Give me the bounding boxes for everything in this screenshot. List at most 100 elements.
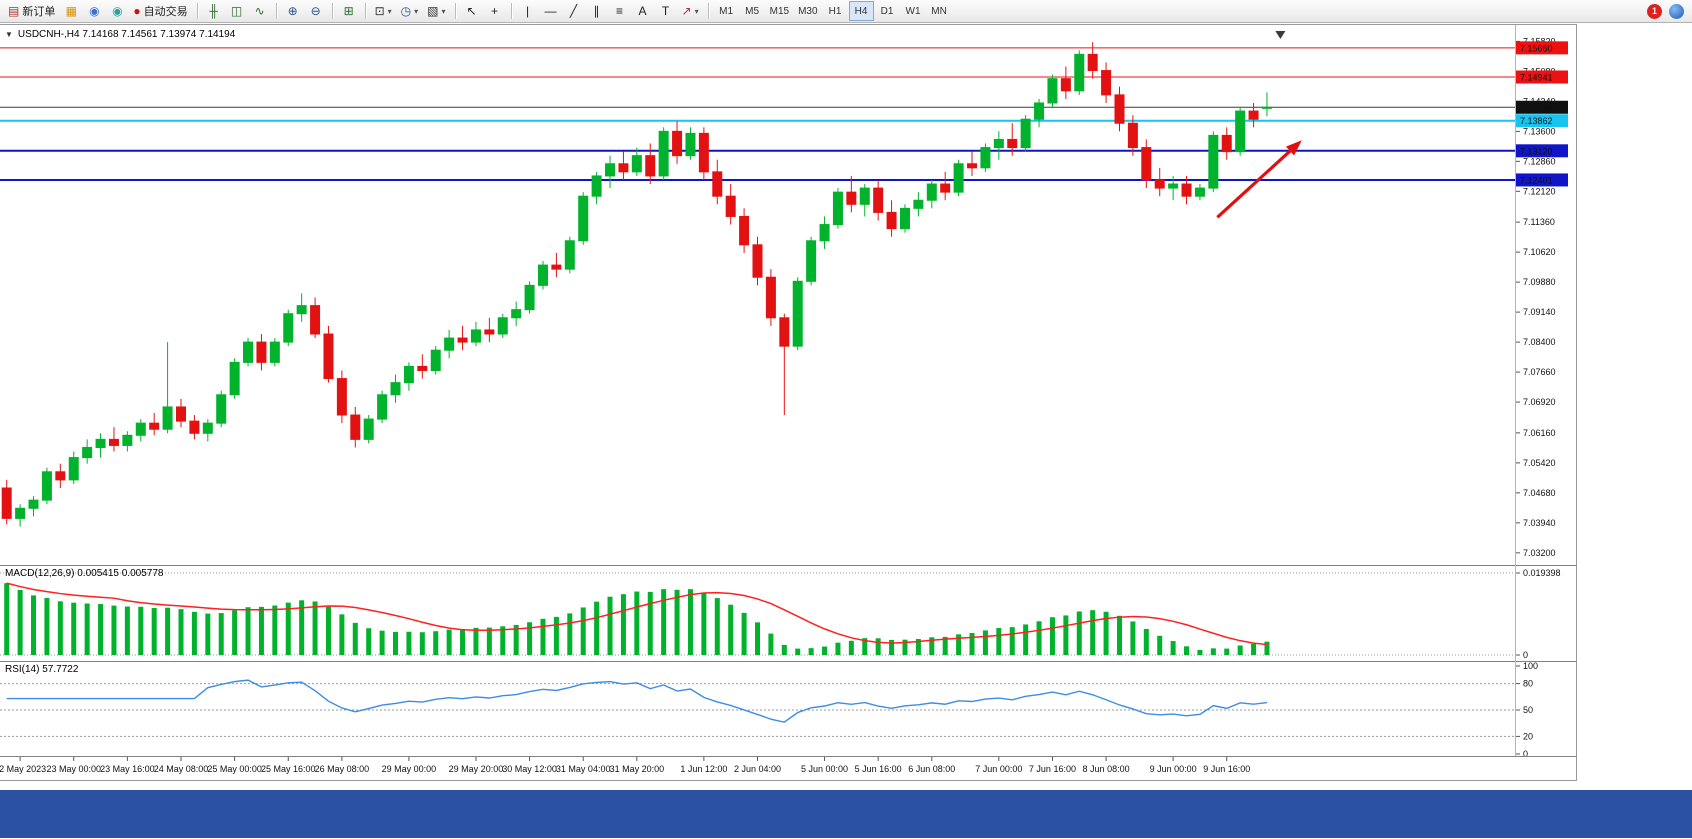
candle-body <box>765 276 776 319</box>
dropdown-arrow-icon[interactable]: ▾ <box>694 6 699 16</box>
candle-body <box>1127 122 1138 149</box>
timeframe-w1-button[interactable]: W1 <box>901 1 926 21</box>
cursor-button[interactable]: ↖ <box>461 1 483 21</box>
candle-body <box>1087 53 1098 72</box>
horizontal-line-button[interactable]: — <box>540 1 562 21</box>
macd-bar <box>1090 610 1096 655</box>
new-chart-button[interactable]: ⊡ ▾ <box>371 1 396 21</box>
dropdown-arrow-icon[interactable]: ▾ <box>441 6 446 16</box>
candle-body <box>1208 134 1219 189</box>
time-tick-label: 23 May 00:00 <box>46 764 101 774</box>
arrowhead-icon <box>1285 140 1302 156</box>
support-button[interactable]: ◉ <box>106 1 128 21</box>
time-tick-label: 22 May 2023 <box>0 764 46 774</box>
fibonacci-button[interactable]: ≡ <box>609 1 631 21</box>
candlestick-chart-button[interactable]: ◫ <box>226 1 248 21</box>
zoom-in-button[interactable]: ⊕ <box>282 1 304 21</box>
macd-bar <box>661 589 667 655</box>
candle-body <box>685 132 696 157</box>
headset-icon: ◉ <box>112 4 123 18</box>
candlestick-series <box>1 42 1272 527</box>
price-badge-label: 7.14941 <box>1520 72 1553 82</box>
macd-panel: 0.019398 0 <box>0 568 1561 660</box>
macd-signal-line <box>6 582 1268 646</box>
candle-body <box>444 337 455 351</box>
candle-body <box>819 224 830 242</box>
macd-bar <box>969 632 975 655</box>
trend-arrow-annotation[interactable] <box>1216 140 1302 219</box>
candle-body <box>953 163 964 193</box>
candle-body <box>1114 94 1125 124</box>
dropdown-arrow-icon[interactable]: ▾ <box>414 6 419 16</box>
text-button[interactable]: A <box>632 1 654 21</box>
chart-canvas[interactable]: 7.158207.150807.143407.136007.128607.121… <box>0 25 1577 780</box>
chart-window: 7.158207.150807.143407.136007.128607.121… <box>0 24 1577 781</box>
vertical-line-icon: | <box>525 4 530 18</box>
horizontal-lines[interactable] <box>0 47 1515 181</box>
macd-bar <box>942 636 948 655</box>
candle-body <box>537 264 548 286</box>
chart-shift-marker-icon[interactable] <box>1275 31 1286 39</box>
crosshair-button[interactable]: + <box>484 1 506 21</box>
candle-body <box>658 130 669 177</box>
auto-trading-button[interactable]: ● 自动交易 <box>129 1 191 21</box>
zoom-out-icon: ⊖ <box>310 4 321 18</box>
time-tick-label: 29 May 00:00 <box>382 764 437 774</box>
macd-bar <box>31 595 37 655</box>
panel-separators[interactable] <box>0 25 1577 757</box>
macd-bar <box>956 634 962 655</box>
notification-badge[interactable]: 1 <box>1647 3 1662 19</box>
timeframe-m30-button[interactable]: M30 <box>794 1 821 21</box>
market-grid-icon: ▦ <box>65 4 78 18</box>
collapse-chart-icon[interactable]: ▼ <box>5 30 13 39</box>
dropdown-arrow-icon[interactable]: ▾ <box>387 6 392 16</box>
candle-body <box>913 199 924 209</box>
time-tick-label: 23 May 16:00 <box>100 764 155 774</box>
price-tick-label: 7.12120 <box>1523 186 1556 196</box>
time-tick-label: 25 May 00:00 <box>207 764 262 774</box>
timeframe-h4-button[interactable]: H4 <box>848 1 874 21</box>
macd-bar <box>862 638 868 655</box>
trendline-button[interactable]: ╱ <box>563 1 585 21</box>
community-button[interactable]: ◉ <box>83 1 105 21</box>
macd-label: MACD(12,26,9) 0.005415 0.005778 <box>5 568 164 579</box>
label-button[interactable]: T <box>655 1 677 21</box>
timeframe-h1-button[interactable]: H1 <box>823 1 848 21</box>
line-chart-button[interactable]: ∿ <box>249 1 271 21</box>
macd-bar <box>982 630 988 655</box>
candle-body <box>336 378 347 416</box>
periods-button[interactable]: ◷ ▾ <box>397 1 423 21</box>
zoom-out-button[interactable]: ⊖ <box>305 1 327 21</box>
templates-button[interactable]: ▧ ▾ <box>423 1 449 21</box>
timeframe-m1-button[interactable]: M1 <box>714 1 739 21</box>
price-badge <box>1516 41 1568 55</box>
macd-bar <box>714 598 720 655</box>
auto-trading-icon: ● <box>133 4 141 18</box>
macd-bar <box>1130 621 1136 655</box>
timeframe-d1-button[interactable]: D1 <box>875 1 900 21</box>
market-button[interactable]: ▦ <box>60 1 82 21</box>
macd-bar <box>781 644 787 655</box>
candle-body <box>484 329 495 335</box>
vertical-line-button[interactable]: | <box>517 1 539 21</box>
timeframe-mn-button[interactable]: MN <box>927 1 952 21</box>
candle-body <box>256 341 267 363</box>
toolbar-separator <box>364 3 366 19</box>
price-badge-label: 7.15660 <box>1520 43 1553 53</box>
macd-bar <box>1063 615 1069 655</box>
tile-windows-button[interactable]: ⊞ <box>338 1 360 21</box>
channel-button[interactable]: ∥ <box>586 1 608 21</box>
price-badge <box>1516 144 1568 158</box>
fibonacci-icon: ≡ <box>616 4 624 18</box>
metaquotes-logo-icon[interactable] <box>1669 3 1684 19</box>
timeframe-m15-button[interactable]: M15 <box>766 1 793 21</box>
price-tick-label: 7.03940 <box>1523 518 1556 528</box>
arrows-button[interactable]: ↗ ▾ <box>678 1 703 21</box>
new-order-button[interactable]: ▤ 新订单 <box>4 1 59 21</box>
candle-body <box>216 394 227 424</box>
bar-chart-button[interactable]: ╫ <box>203 1 225 21</box>
timeframe-m5-button[interactable]: M5 <box>740 1 765 21</box>
rsi-axis-label: 0 <box>1523 749 1528 759</box>
candle-body <box>846 191 857 205</box>
